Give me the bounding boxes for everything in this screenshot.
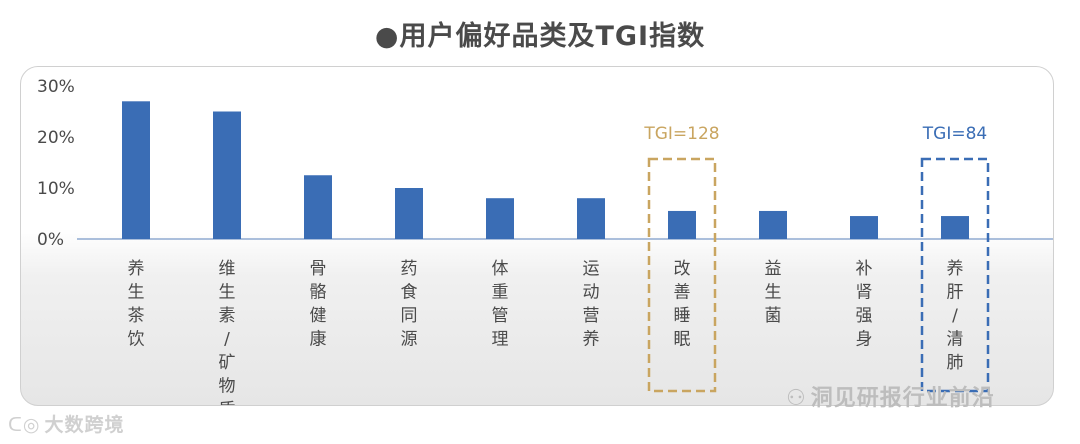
tgi-label: TGI=128 (643, 124, 719, 144)
bar (213, 111, 241, 239)
bar (486, 198, 514, 239)
logo-icon: ᑕ◎ (8, 414, 41, 436)
bar (759, 210, 787, 239)
x-tick-label: 养肝/清肺 (947, 259, 964, 373)
x-tick-label: 维生素/矿物质 (219, 259, 236, 405)
chart-title: ●用户偏好品类及TGI指数 (374, 21, 706, 52)
x-tick-label: 益生菌 (765, 259, 782, 326)
y-tick-label: 30% (37, 77, 75, 97)
x-tick-label: 骨骼健康 (310, 259, 327, 350)
bar (395, 188, 423, 239)
bar (668, 210, 696, 239)
watermark-wechat: ⚇ 洞见研报行业前沿 (786, 380, 995, 412)
x-tick-label: 改善睡眠 (674, 259, 691, 350)
bar (304, 175, 332, 239)
x-tick-label: 养生茶饮 (128, 259, 145, 350)
x-tick-label: 药食同源 (401, 259, 418, 350)
x-tick-label: 补肾强身 (856, 259, 873, 350)
tgi-label: TGI=84 (922, 124, 987, 144)
tgi-highlight-box (920, 157, 990, 393)
bar (850, 216, 878, 239)
bar (122, 101, 150, 239)
chart-panel: 0% 10% 20% 30% 养生茶饮 维生素/矿物质 骨骼健康 药食同源 体重管理 运动营养 改善… (20, 66, 1054, 406)
y-tick-label: 10% (37, 179, 75, 199)
x-tick-label: 运动营养 (583, 259, 600, 350)
bar (941, 216, 969, 239)
watermark-left-text: 大数跨境 (44, 414, 125, 436)
tgi-highlight-box (647, 157, 717, 393)
watermark-right-text: 洞见研报行业前沿 (810, 386, 995, 411)
bar (577, 198, 605, 239)
bar-chart: 0% 10% 20% 30% 养生茶饮 维生素/矿物质 骨骼健康 药食同源 体重管理 运动营养 改善… (37, 77, 1053, 405)
y-tick-label: 20% (37, 128, 75, 148)
watermark-dashujuajing: ᑕ◎ 大数跨境 (8, 410, 124, 437)
x-tick-label: 体重管理 (492, 259, 509, 350)
y-tick-label: 0% (37, 230, 64, 250)
wechat-icon: ⚇ (786, 386, 807, 411)
